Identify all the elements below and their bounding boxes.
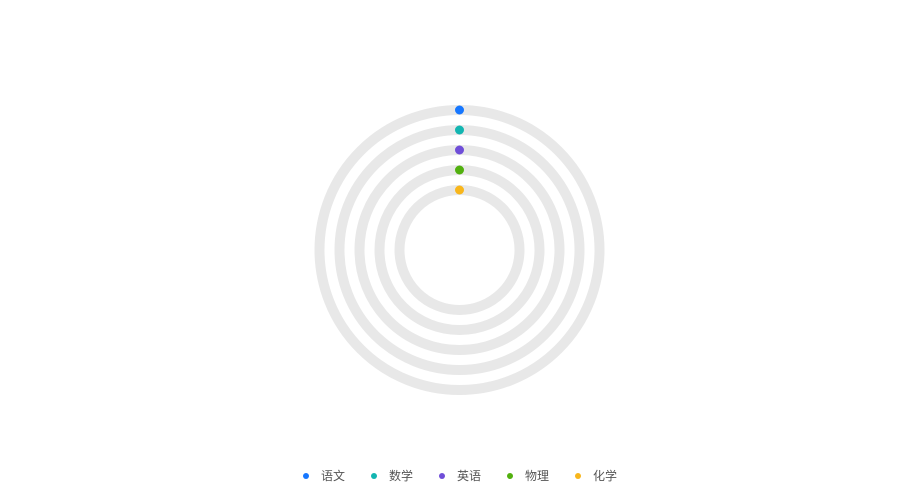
legend-item-wuli[interactable]: 物理 <box>507 466 549 486</box>
legend-label: 英语 <box>456 469 481 483</box>
track-2 <box>354 145 565 355</box>
legend-dot <box>302 473 309 479</box>
legend-dot <box>507 473 513 479</box>
legend-label: 化学 <box>593 469 618 483</box>
legend-label: 物理 <box>525 469 550 483</box>
legend-label: 数学 <box>388 469 413 483</box>
bar-0[interactable] <box>455 105 464 115</box>
legend-label: 语文 <box>320 469 345 483</box>
bar-2[interactable] <box>455 145 464 155</box>
legend: 语文 数学 英语 物理 化学 <box>0 465 920 487</box>
legend-dot <box>438 473 445 479</box>
legend-item-yuwen[interactable]: 语文 <box>302 466 345 486</box>
legend-item-huaxue[interactable]: 化学 <box>575 466 617 486</box>
legend-dot <box>370 473 377 479</box>
legend-item-shuxue[interactable]: 数学 <box>370 466 413 486</box>
track-4 <box>394 185 525 315</box>
legend-dot <box>575 473 582 479</box>
bar-4[interactable] <box>455 185 464 195</box>
bar-1[interactable] <box>455 125 464 135</box>
bar-3[interactable] <box>455 165 464 175</box>
legend-item-yingyu[interactable]: 英语 <box>438 466 481 486</box>
